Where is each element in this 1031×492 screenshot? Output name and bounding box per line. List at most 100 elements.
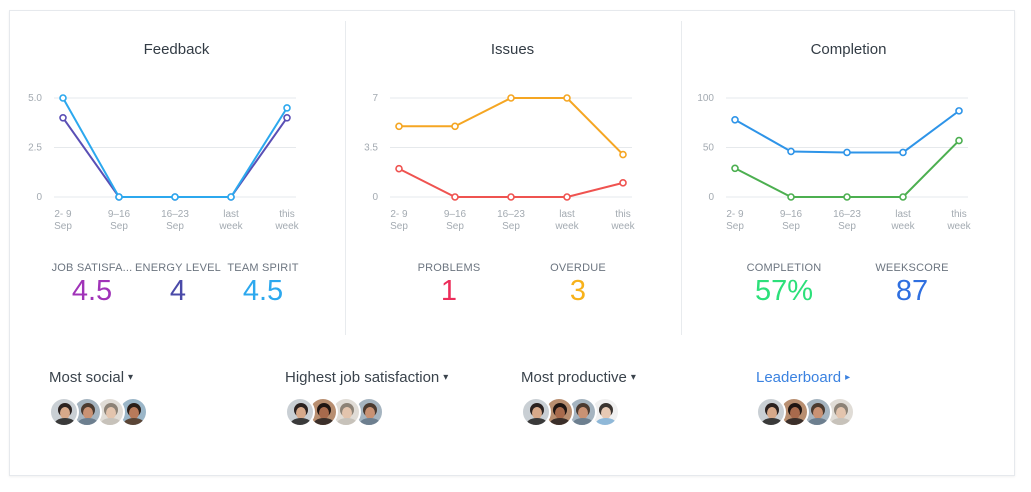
- stat-overdue: OVERDUE 3: [523, 262, 633, 307]
- panel-title: Completion: [810, 41, 887, 58]
- avatar[interactable]: [825, 397, 855, 427]
- stat-problems: PROBLEMS 1: [394, 262, 504, 307]
- data-point: [787, 147, 795, 156]
- avatar-shoulders: [290, 418, 312, 425]
- data-point: [451, 122, 459, 131]
- avatar-shoulders: [595, 418, 617, 425]
- avatar-face: [601, 407, 611, 419]
- avatar[interactable]: [331, 397, 361, 427]
- avatar-shoulders: [572, 418, 594, 425]
- stat-label: JOB SATISFA...: [51, 262, 133, 274]
- x-tick-label: Sep: [502, 221, 520, 232]
- avatar[interactable]: [521, 397, 551, 427]
- series-line: [734, 110, 960, 154]
- panel-title: Feedback: [143, 41, 210, 58]
- data-point: [955, 107, 963, 115]
- avatar-face: [60, 407, 70, 419]
- stat-value: 87: [895, 275, 929, 307]
- panel-divider: [681, 21, 682, 335]
- x-tick-label: 2- 9: [726, 209, 744, 220]
- issues-chart: 73.502- 9Sep9–16Sep16–23Seplastweekthisw…: [364, 93, 636, 232]
- stat-label: OVERDUE: [550, 262, 606, 274]
- x-tick-label: 9–16: [444, 209, 467, 220]
- avatar[interactable]: [285, 397, 315, 427]
- stat-value: 4.5: [71, 275, 113, 307]
- avatar-shoulders: [359, 418, 381, 425]
- avatar-shoulders: [761, 418, 783, 425]
- x-tick-label: week: [890, 221, 915, 232]
- stat-energy-level: ENERGY LEVEL 4: [123, 262, 233, 307]
- stat-team-spirit: TEAM SPIRIT 4.5: [208, 262, 318, 307]
- group-title-label: Highest job satisfaction: [285, 369, 440, 386]
- series-line: [398, 167, 624, 198]
- avatar-stack: [756, 397, 855, 427]
- avatar-face: [319, 407, 329, 419]
- avatar-shoulders: [100, 418, 122, 425]
- avatar-face: [813, 407, 823, 419]
- avatar-stack: [49, 397, 148, 427]
- feedback-chart: 5.02.502- 9Sep9–16Sep16–23Seplastweekthi…: [28, 93, 300, 232]
- avatar[interactable]: [756, 397, 786, 427]
- y-tick-label: 0: [36, 192, 42, 203]
- x-tick-label: 2- 9: [390, 209, 408, 220]
- x-tick-label: this: [615, 209, 631, 220]
- x-tick-label: this: [279, 209, 295, 220]
- avatar-shoulders: [807, 418, 829, 425]
- data-point: [619, 179, 627, 187]
- stat-label: WEEKSCORE: [875, 262, 949, 274]
- y-tick-label: 5.0: [28, 93, 42, 104]
- y-tick-label: 3.5: [364, 143, 378, 154]
- avatar[interactable]: [567, 397, 597, 427]
- stat-value: 4.5: [242, 275, 284, 307]
- x-tick-label: Sep: [166, 221, 184, 232]
- stat-label: PROBLEMS: [417, 262, 481, 274]
- panel-divider: [345, 21, 346, 335]
- x-tick-label: 9–16: [108, 209, 131, 220]
- stat-value: 3: [569, 275, 587, 307]
- avatar-face: [790, 407, 800, 419]
- dashboard-card: Feedback 5.0 2.5 0 2- 9 Sep 9–16 Sep 16–23 Sep la…: [9, 10, 1015, 476]
- x-tick-label: week: [946, 221, 971, 232]
- y-tick-label: 0: [708, 192, 714, 203]
- x-tick-label: Sep: [446, 221, 464, 232]
- avatar-face: [342, 407, 352, 419]
- caret-down-icon: ▾: [630, 372, 636, 383]
- x-tick-label: last: [223, 209, 239, 220]
- data-point: [507, 94, 515, 102]
- x-tick-label: last: [895, 209, 911, 220]
- group-title-label: Leaderboard: [756, 369, 842, 386]
- x-tick-label: Sep: [838, 221, 856, 232]
- stat-label: TEAM SPIRIT: [227, 262, 299, 274]
- stat-value: 57%: [754, 275, 814, 307]
- data-point: [731, 164, 739, 173]
- x-tick-label: Sep: [726, 221, 744, 232]
- x-tick-label: 16–23: [161, 209, 189, 220]
- data-point: [59, 94, 67, 102]
- avatar-face: [555, 407, 565, 419]
- stat-completion: COMPLETION 57%: [729, 262, 839, 307]
- group-leaderboard: Leaderboard ▸: [756, 369, 855, 427]
- x-tick-label: last: [559, 209, 575, 220]
- avatar[interactable]: [49, 397, 79, 427]
- avatar-stack: [285, 397, 448, 427]
- stat-job-satisfaction: JOB SATISFA... 4.5: [37, 262, 147, 307]
- data-point: [283, 114, 291, 122]
- highest-job-satisfaction-dropdown[interactable]: Highest job satisfaction ▾: [285, 369, 448, 386]
- most-social-dropdown[interactable]: Most social ▾: [49, 369, 141, 386]
- stat-label: ENERGY LEVEL: [135, 262, 221, 274]
- avatar-face: [532, 407, 542, 419]
- most-productive-dropdown[interactable]: Most productive ▾: [521, 369, 636, 386]
- avatar-shoulders: [784, 418, 806, 425]
- stat-label: COMPLETION: [746, 262, 822, 274]
- group-title-label: Most productive: [521, 369, 627, 386]
- avatar-shoulders: [336, 418, 358, 425]
- data-point: [227, 193, 235, 201]
- panel-title: Issues: [490, 41, 535, 58]
- x-tick-label: week: [554, 221, 579, 232]
- avatar-shoulders: [123, 418, 145, 425]
- leaderboard-link[interactable]: Leaderboard ▸: [756, 369, 850, 386]
- x-tick-label: week: [218, 221, 243, 232]
- avatar-face: [296, 407, 306, 419]
- x-tick-label: 16–23: [833, 209, 861, 220]
